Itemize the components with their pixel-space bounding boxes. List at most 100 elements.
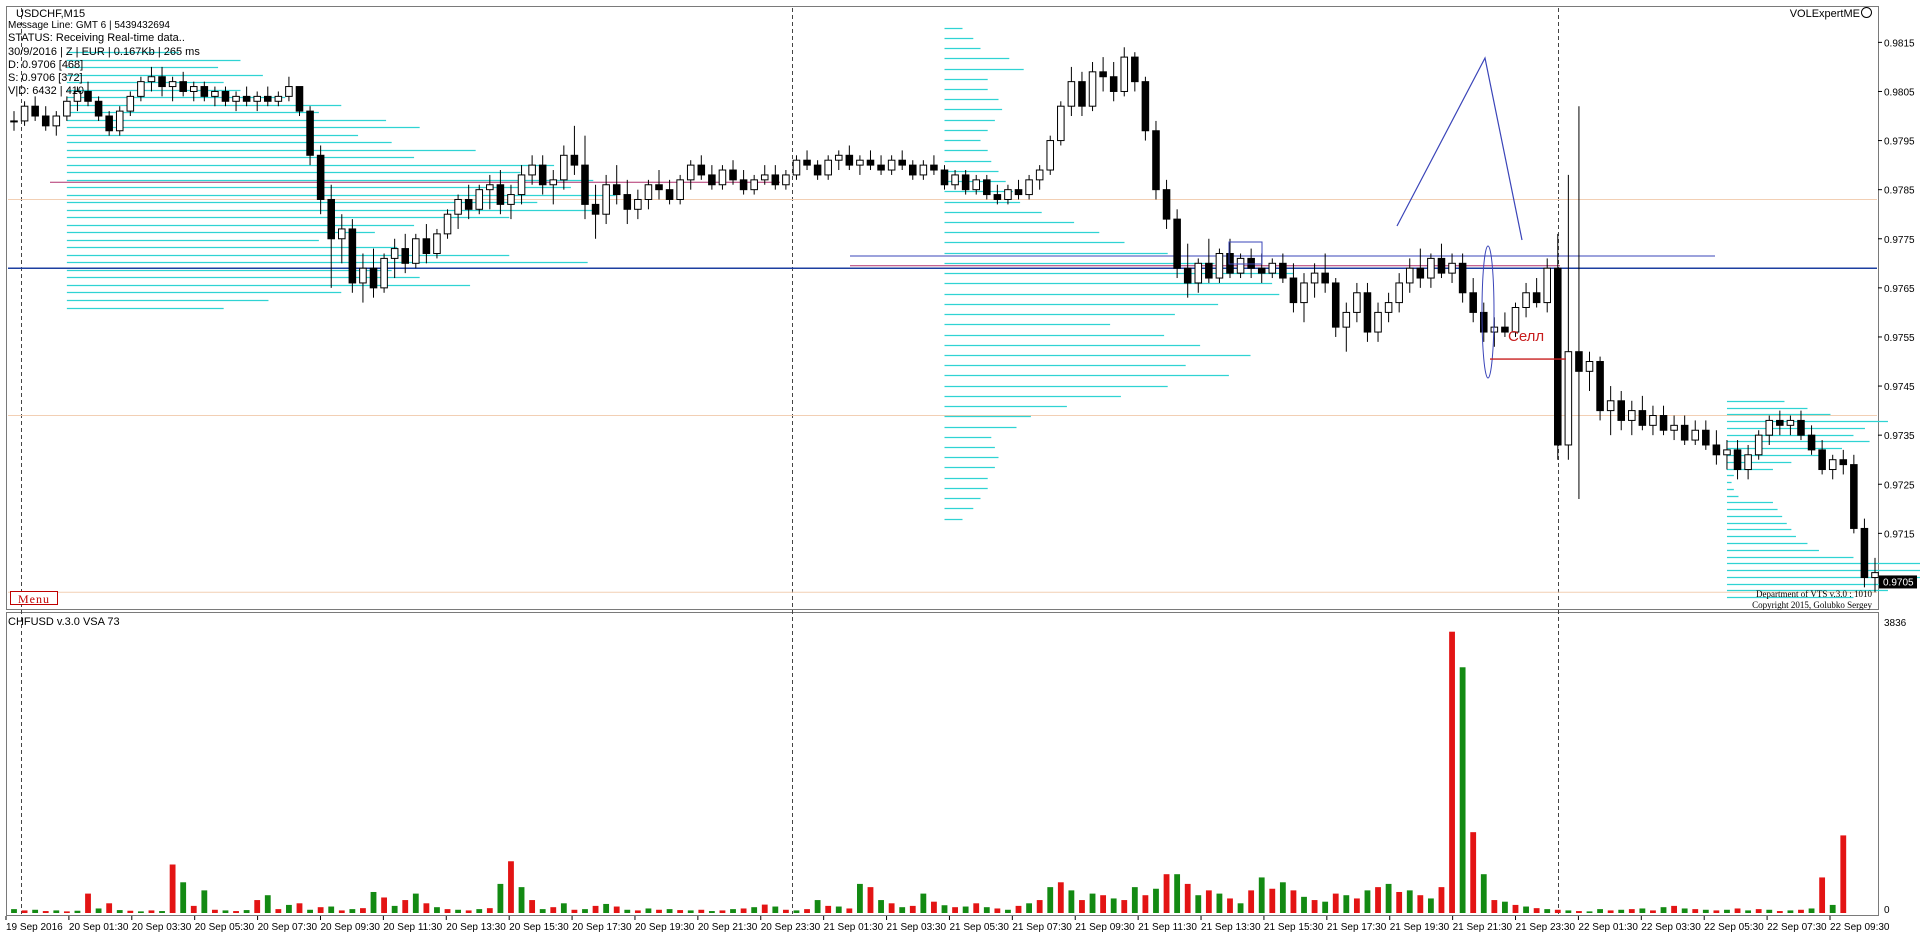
bear-candle-body (1289, 277, 1298, 304)
bull-volume-bar (1639, 908, 1646, 913)
bull-volume-bar (1829, 904, 1836, 913)
bear-volume-bar (317, 907, 324, 913)
bull-volume-bar (1364, 890, 1371, 913)
bull-candle-body (1649, 415, 1657, 426)
candle (602, 174, 610, 225)
bear-candle-body (221, 90, 230, 102)
candle (877, 155, 885, 175)
bear-candle-body (591, 203, 600, 215)
candle (729, 160, 737, 185)
bear-volume-bar (106, 903, 113, 913)
bear-volume-bar (740, 908, 747, 913)
candle (1617, 390, 1626, 431)
bear-candle-body (306, 110, 314, 156)
bear-candle-body (327, 198, 335, 240)
bear-volume-bar (1449, 631, 1455, 913)
bull-volume-bar (370, 891, 377, 913)
bull-candle-body (602, 184, 610, 215)
bear-candle-body (538, 164, 547, 186)
bull-volume-bar (560, 903, 567, 913)
bull-volume-bar (1089, 893, 1096, 913)
bear-candle-body (1173, 218, 1181, 269)
candle (1733, 440, 1742, 480)
candle (1712, 430, 1721, 465)
bear-volume-bar (634, 910, 641, 913)
bull-volume-bar (920, 893, 927, 913)
candle (1088, 62, 1097, 112)
candle (1046, 135, 1055, 175)
candle (760, 165, 769, 185)
candle (1395, 273, 1403, 313)
bear-candle-body (983, 179, 991, 196)
bear-volume-bar (1248, 890, 1255, 913)
bull-volume-bar (1343, 895, 1350, 913)
candle (1596, 356, 1604, 421)
bear-candle-body (1469, 292, 1477, 313)
bear-volume-bar (1671, 905, 1678, 913)
bull-volume-bar (962, 906, 969, 913)
time-tick-label: 21 Sep 23:30 (1516, 922, 1576, 933)
bear-candle-body (1596, 361, 1604, 412)
bear-volume-bar (254, 900, 261, 913)
candle (1173, 209, 1181, 279)
chart-grid (8, 8, 1877, 914)
time-tick-label: 20 Sep 13:30 (446, 922, 506, 933)
current-price-label: 0.9705 (1883, 577, 1914, 588)
candle (782, 170, 790, 190)
bear-candle-body (348, 228, 357, 284)
smiley-icon[interactable] (1861, 7, 1872, 18)
bear-candle-body (1532, 292, 1541, 304)
candle (824, 155, 832, 180)
bear-candle-body (655, 184, 663, 191)
candle (1067, 66, 1076, 117)
bear-candle-body (1247, 257, 1255, 269)
bull-volume-bar (434, 907, 440, 913)
candle (147, 66, 156, 92)
bear-candle-body (263, 95, 272, 102)
bull-volume-bar (730, 909, 736, 913)
bear-candle-body (1839, 459, 1848, 466)
brand-label: VOLExpertME (1789, 8, 1860, 20)
bear-volume-bar (465, 910, 472, 913)
candle (1120, 47, 1129, 97)
time-tick-label: 21 Sep 15:30 (1264, 922, 1324, 933)
bear-candle-body (898, 159, 906, 166)
time-tick-label: 19 Sep 2016 (6, 922, 63, 933)
bull-candle-body (1585, 361, 1594, 372)
bull-candle-body (686, 164, 695, 181)
bear-volume-bar (952, 907, 958, 913)
bull-volume-bar (793, 910, 800, 913)
bear-volume-bar (1798, 909, 1804, 913)
bear-volume-bar (338, 910, 345, 913)
price-tick-label: 0.9775 (1884, 235, 1915, 246)
bear-candle-body (1797, 419, 1805, 436)
candle (560, 145, 568, 190)
candle (221, 86, 230, 107)
candle (1416, 248, 1425, 288)
candle (486, 174, 494, 210)
candle (930, 155, 938, 175)
bull-candle-body (1057, 105, 1065, 142)
candle (84, 81, 92, 107)
time-tick-label: 21 Sep 01:30 (824, 922, 884, 933)
menu-button[interactable]: Menu (10, 591, 58, 606)
bear-volume-bar (804, 909, 810, 913)
bull-volume-bar (412, 893, 419, 913)
bull-candle-body (1691, 429, 1700, 441)
bear-volume-bar (85, 893, 91, 913)
candle (1522, 282, 1530, 318)
candle (1342, 302, 1351, 352)
bull-candle-body (1004, 189, 1012, 200)
bear-volume-bar (169, 864, 176, 913)
bear-volume-bar (1650, 910, 1656, 913)
candle (845, 145, 854, 171)
bear-volume-bar (1396, 891, 1403, 913)
bear-volume-bar (1840, 835, 1847, 913)
bear-volume-bar (698, 909, 705, 913)
candle (1331, 278, 1340, 337)
bull-candle-body (1606, 400, 1615, 412)
bull-candle-body (168, 81, 177, 88)
bull-volume-bar (1068, 890, 1075, 913)
candle (517, 165, 526, 205)
bull-volume-bar (497, 883, 504, 913)
